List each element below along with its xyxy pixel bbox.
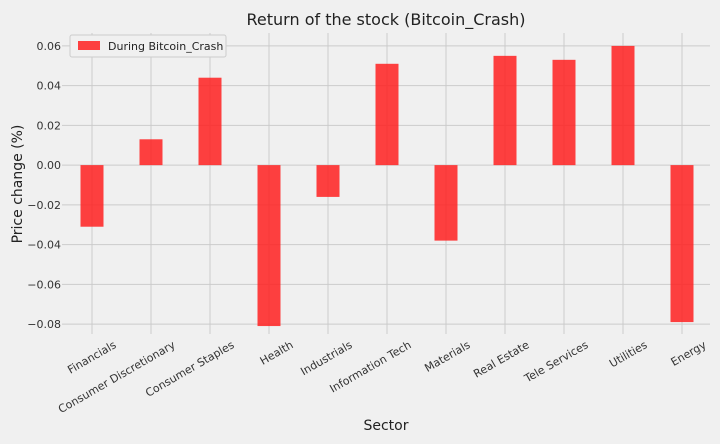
y-axis-label: Price change (%) [10, 125, 26, 244]
bars [80, 45, 694, 327]
x-tick-label: Financials [65, 338, 118, 376]
y-tick-label: −0.02 [27, 199, 61, 212]
bar [670, 165, 694, 323]
y-tick-label: −0.06 [27, 278, 61, 291]
y-tick-label: 0.04 [37, 80, 62, 93]
bar [198, 77, 222, 166]
bar [552, 59, 576, 166]
x-tick-label: Materials [422, 338, 472, 375]
x-tick-label: Utilities [607, 338, 650, 370]
chart-title: Return of the stock (Bitcoin_Crash) [247, 10, 526, 30]
bar [434, 165, 458, 241]
x-tick-label: Industrials [298, 338, 354, 378]
bar [257, 165, 281, 327]
x-axis-label: Sector [363, 418, 408, 434]
y-axis-ticks: 0.06 0.04 0.02 0.00 −0.02 −0.04 −0.06 −0.08 [27, 40, 61, 331]
x-tick-label: Energy [669, 338, 709, 369]
x-tick-label: Tele Services [521, 338, 590, 386]
legend-box [69, 34, 227, 58]
legend-swatch [78, 41, 100, 50]
bar [375, 63, 399, 166]
y-tick-label: −0.08 [27, 318, 61, 331]
bar [139, 139, 163, 166]
bar [316, 165, 340, 197]
y-tick-label: 0.06 [37, 40, 62, 53]
legend-label: During Bitcoin_Crash [108, 40, 223, 53]
y-tick-label: 0.02 [37, 119, 62, 132]
legend: During Bitcoin_Crash [69, 34, 227, 58]
bar [611, 45, 635, 166]
bar [80, 165, 104, 227]
y-tick-label: −0.04 [27, 239, 61, 252]
x-tick-label: Health [258, 338, 296, 367]
y-tick-label: 0.00 [37, 159, 62, 172]
bar [493, 55, 517, 166]
